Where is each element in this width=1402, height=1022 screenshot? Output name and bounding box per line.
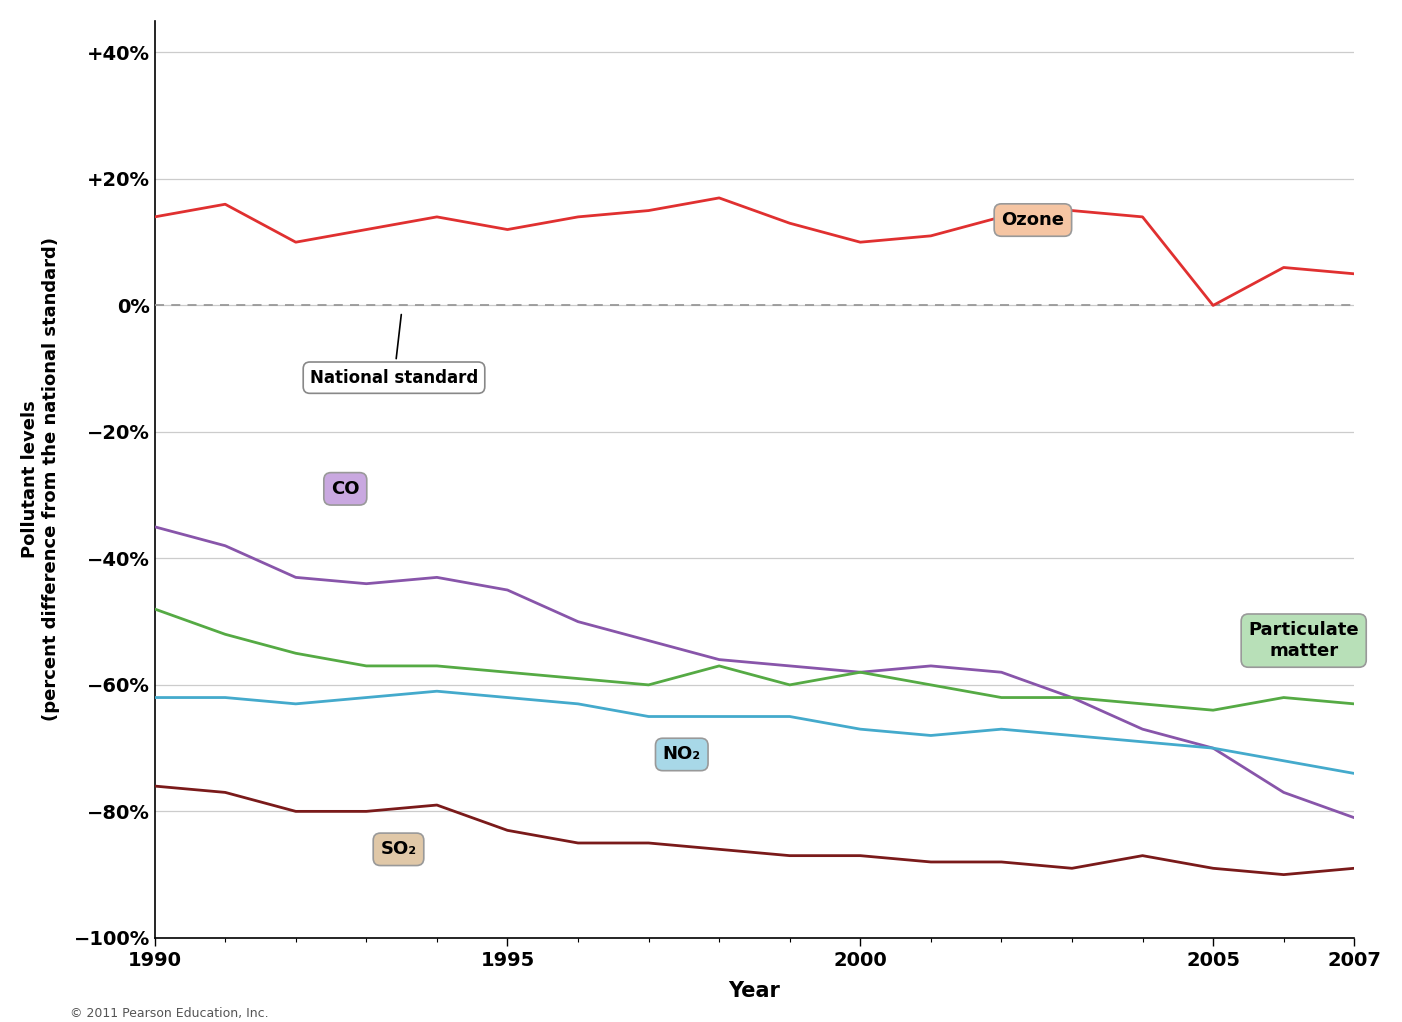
Text: © 2011 Pearson Education, Inc.: © 2011 Pearson Education, Inc. [70, 1007, 269, 1020]
Text: SO₂: SO₂ [380, 840, 416, 858]
Text: Particulate
matter: Particulate matter [1248, 621, 1359, 660]
Text: CO: CO [331, 480, 359, 498]
Text: National standard: National standard [310, 315, 478, 386]
X-axis label: Year: Year [729, 981, 781, 1002]
Text: Ozone: Ozone [1001, 212, 1064, 229]
Y-axis label: Pollutant levels
(percent difference from the national standard): Pollutant levels (percent difference fro… [21, 237, 60, 722]
Text: NO₂: NO₂ [663, 745, 701, 763]
